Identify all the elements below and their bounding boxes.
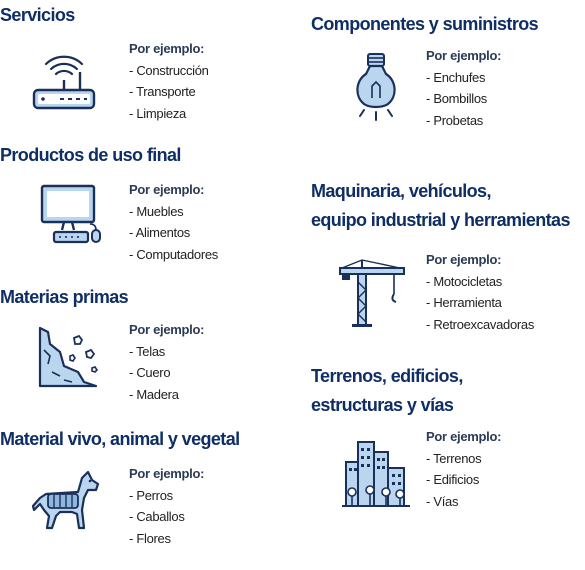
- city-buildings-icon: [342, 441, 410, 507]
- example-list: Por ejemplo: - Motocicletas - Herramient…: [426, 249, 534, 335]
- example-item: - Transporte: [129, 84, 196, 99]
- example-heading: Por ejemplo:: [129, 322, 205, 337]
- example-item: - Caballos: [129, 509, 185, 524]
- category-title: Maquinaria, vehículos,: [311, 181, 491, 201]
- dog-icon: [31, 470, 100, 530]
- example-list: Por ejemplo: - Perros - Caballos - Flore…: [129, 463, 204, 549]
- example-item: - Telas: [129, 343, 165, 359]
- example-list: Por ejemplo: - Telas - Cuero - Madera: [129, 319, 204, 405]
- example-heading: Por ejemplo:: [129, 466, 205, 481]
- example-heading: Por ejemplo:: [129, 41, 205, 56]
- example-item: - Edificios: [426, 472, 480, 487]
- category-title: Productos de uso final: [0, 145, 181, 165]
- category-title: Material vivo, animal y vegetal: [0, 429, 240, 449]
- example-item: - Enchufes: [426, 69, 486, 85]
- example-item: - Limpieza: [129, 105, 186, 121]
- desktop-computer-icon: [40, 184, 101, 244]
- example-heading: Por ejemplo:: [129, 182, 205, 197]
- example-item: - Cuero: [129, 365, 171, 380]
- example-item: - Bombillos: [426, 91, 487, 106]
- example-list: Por ejemplo: - Enchufes - Bombillos - Pr…: [426, 45, 501, 131]
- category-title: Componentes y suministros: [311, 14, 539, 34]
- example-item: - Probetas: [426, 112, 483, 128]
- tower-crane-icon: [339, 259, 405, 327]
- light-bulb-icon: [356, 53, 396, 121]
- example-item: - Alimentos: [129, 225, 191, 240]
- example-item: - Perros: [129, 487, 173, 503]
- example-list: Por ejemplo: - Terrenos - Edificios - Ví…: [426, 426, 501, 512]
- example-item: - Construcción: [129, 62, 209, 78]
- wifi-router-icon: [32, 55, 96, 110]
- example-heading: Por ejemplo:: [426, 48, 502, 63]
- category-title: Terrenos, edificios,: [311, 366, 463, 386]
- example-item: - Retroexcavadoras: [426, 316, 535, 332]
- example-list: Por ejemplo: - Muebles - Alimentos - Com…: [129, 179, 218, 265]
- category-title: estructuras y vías: [311, 395, 454, 415]
- example-item: - Muebles: [129, 203, 184, 219]
- rock-slope-icon: [38, 326, 99, 388]
- example-item: - Herramienta: [426, 295, 502, 310]
- example-item: - Terrenos: [426, 450, 482, 466]
- example-item: - Motocicletas: [426, 273, 502, 289]
- example-heading: Por ejemplo:: [426, 252, 502, 267]
- category-title: Servicios: [0, 5, 75, 25]
- example-item: - Flores: [129, 530, 171, 546]
- example-item: - Vías: [426, 493, 459, 509]
- example-item: - Computadores: [129, 246, 219, 262]
- example-heading: Por ejemplo:: [426, 429, 502, 444]
- category-title: Materias primas: [0, 287, 129, 307]
- example-item: - Madera: [129, 386, 179, 402]
- example-list: Por ejemplo: - Construcción - Transporte…: [129, 38, 209, 124]
- category-title: equipo industrial y herramientas: [311, 210, 570, 230]
